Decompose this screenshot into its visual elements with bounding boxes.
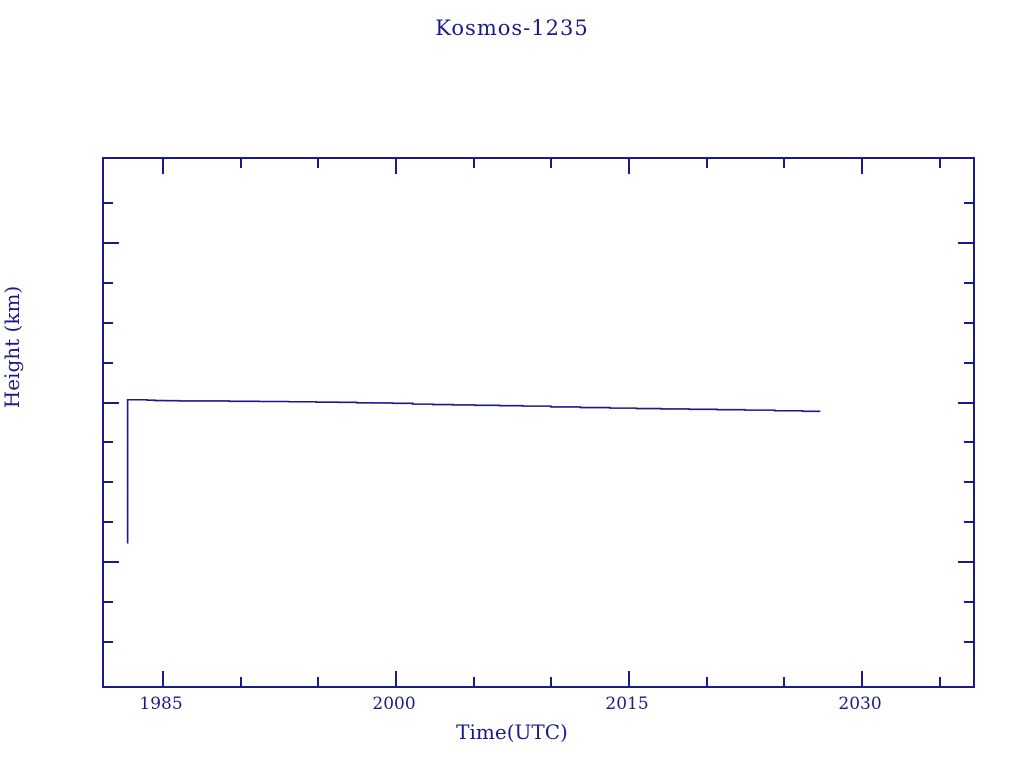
x-tick-minor: [239, 677, 242, 686]
y-tick-major: [104, 241, 119, 244]
x-tick-label: 2030: [838, 694, 882, 714]
y-tick-minor: [104, 201, 113, 204]
x-tick-label: 2000: [372, 694, 416, 714]
y-tick-minor: [104, 361, 113, 364]
y-tick-major: [104, 401, 119, 404]
y-tick-minor: [964, 441, 973, 444]
x-tick-minor: [472, 677, 475, 686]
x-tick-major: [395, 159, 398, 174]
x-tick-major: [162, 671, 165, 686]
x-tick-minor: [938, 159, 941, 168]
plot-area: [104, 159, 973, 686]
y-axis-title: Height (km): [0, 285, 24, 409]
page-title: Kosmos-1235: [435, 16, 589, 40]
x-tick-minor: [938, 677, 941, 686]
y-tick-minor: [104, 441, 113, 444]
plot-frame: [102, 157, 975, 688]
x-tick-major: [861, 159, 864, 174]
y-tick-minor: [104, 601, 113, 604]
x-tick-label: 1985: [139, 694, 183, 714]
y-tick-major: [958, 401, 973, 404]
x-tick-minor: [472, 159, 475, 168]
y-tick-minor: [964, 601, 973, 604]
x-axis-title: Time(UTC): [456, 720, 568, 744]
y-tick-minor: [964, 641, 973, 644]
y-tick-minor: [964, 201, 973, 204]
y-tick-minor: [104, 281, 113, 284]
data-series-layer: [126, 398, 821, 544]
x-tick-major: [162, 159, 165, 174]
x-tick-minor: [705, 677, 708, 686]
y-tick-minor: [964, 361, 973, 364]
y-tick-major: [104, 561, 119, 564]
x-tick-label: 2015: [605, 694, 649, 714]
y-tick-minor: [104, 641, 113, 644]
y-tick-minor: [964, 481, 973, 484]
x-tick-major: [861, 671, 864, 686]
y-tick-major: [958, 241, 973, 244]
x-tick-major: [395, 671, 398, 686]
x-tick-minor: [783, 677, 786, 686]
x-tick-minor: [783, 159, 786, 168]
y-tick-minor: [104, 481, 113, 484]
x-tick-minor: [239, 159, 242, 168]
x-tick-minor: [317, 159, 320, 168]
y-tick-minor: [104, 321, 113, 324]
x-tick-minor: [317, 677, 320, 686]
y-tick-major: [958, 561, 973, 564]
height-series-line: [126, 398, 821, 544]
y-tick-minor: [964, 321, 973, 324]
x-tick-minor: [705, 159, 708, 168]
y-tick-minor: [964, 281, 973, 284]
y-tick-minor: [964, 521, 973, 524]
x-tick-major: [628, 671, 631, 686]
x-tick-major: [628, 159, 631, 174]
x-tick-minor: [550, 159, 553, 168]
x-tick-minor: [550, 677, 553, 686]
y-tick-minor: [104, 521, 113, 524]
